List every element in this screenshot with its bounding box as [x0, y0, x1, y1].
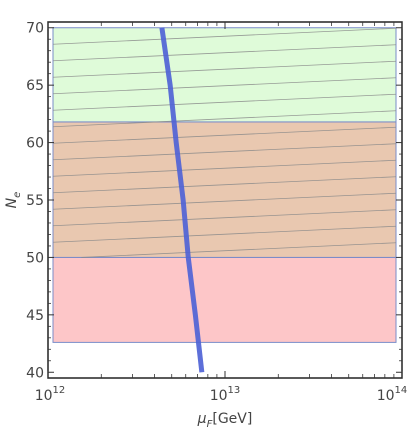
y-tick-label-0: 40 — [26, 365, 44, 381]
axis-labels: μF[GeV] Ne — [4, 192, 252, 430]
x-tick-label-0: 1012 — [35, 385, 66, 404]
hatch-line-6 — [52, 126, 397, 144]
series-line-0 — [159, 27, 205, 373]
series-layer — [159, 27, 205, 373]
hatch-line-5 — [52, 110, 397, 128]
y-tick-label-4: 60 — [26, 136, 44, 152]
hatch-line-3 — [52, 77, 397, 95]
y-tick-label-5: 65 — [26, 78, 44, 94]
hatch-line-0 — [52, 27, 397, 45]
hatch-line-12 — [52, 225, 397, 243]
hatch-line-2 — [52, 60, 397, 78]
region-0 — [52, 256, 397, 343]
x-axis-title: μF[GeV] — [197, 411, 253, 430]
hatch-line-13 — [81, 242, 397, 258]
axis-ticks: 40 45 50 55 60 65 70 1012 1013 1014 — [26, 21, 407, 404]
y-axis-title: Ne — [4, 192, 23, 209]
hatch-lines — [52, 27, 397, 258]
x-tick-label-2: 1014 — [377, 385, 408, 404]
hatch-line-11 — [52, 209, 397, 227]
y-tick-label-1: 45 — [26, 308, 44, 324]
hatch-line-10 — [52, 192, 397, 210]
hatch-line-4 — [52, 93, 397, 111]
y-tick-label-3: 55 — [26, 193, 44, 209]
hatch-line-1 — [52, 44, 397, 62]
x-tick-label-1: 1013 — [210, 385, 241, 404]
y-tick-label-2: 50 — [26, 250, 44, 266]
hatch-line-8 — [52, 159, 397, 177]
hatch-line-9 — [52, 176, 397, 194]
region-1 — [52, 121, 397, 258]
hatch-line-7 — [52, 143, 397, 161]
y-tick-label-6: 70 — [26, 21, 44, 37]
